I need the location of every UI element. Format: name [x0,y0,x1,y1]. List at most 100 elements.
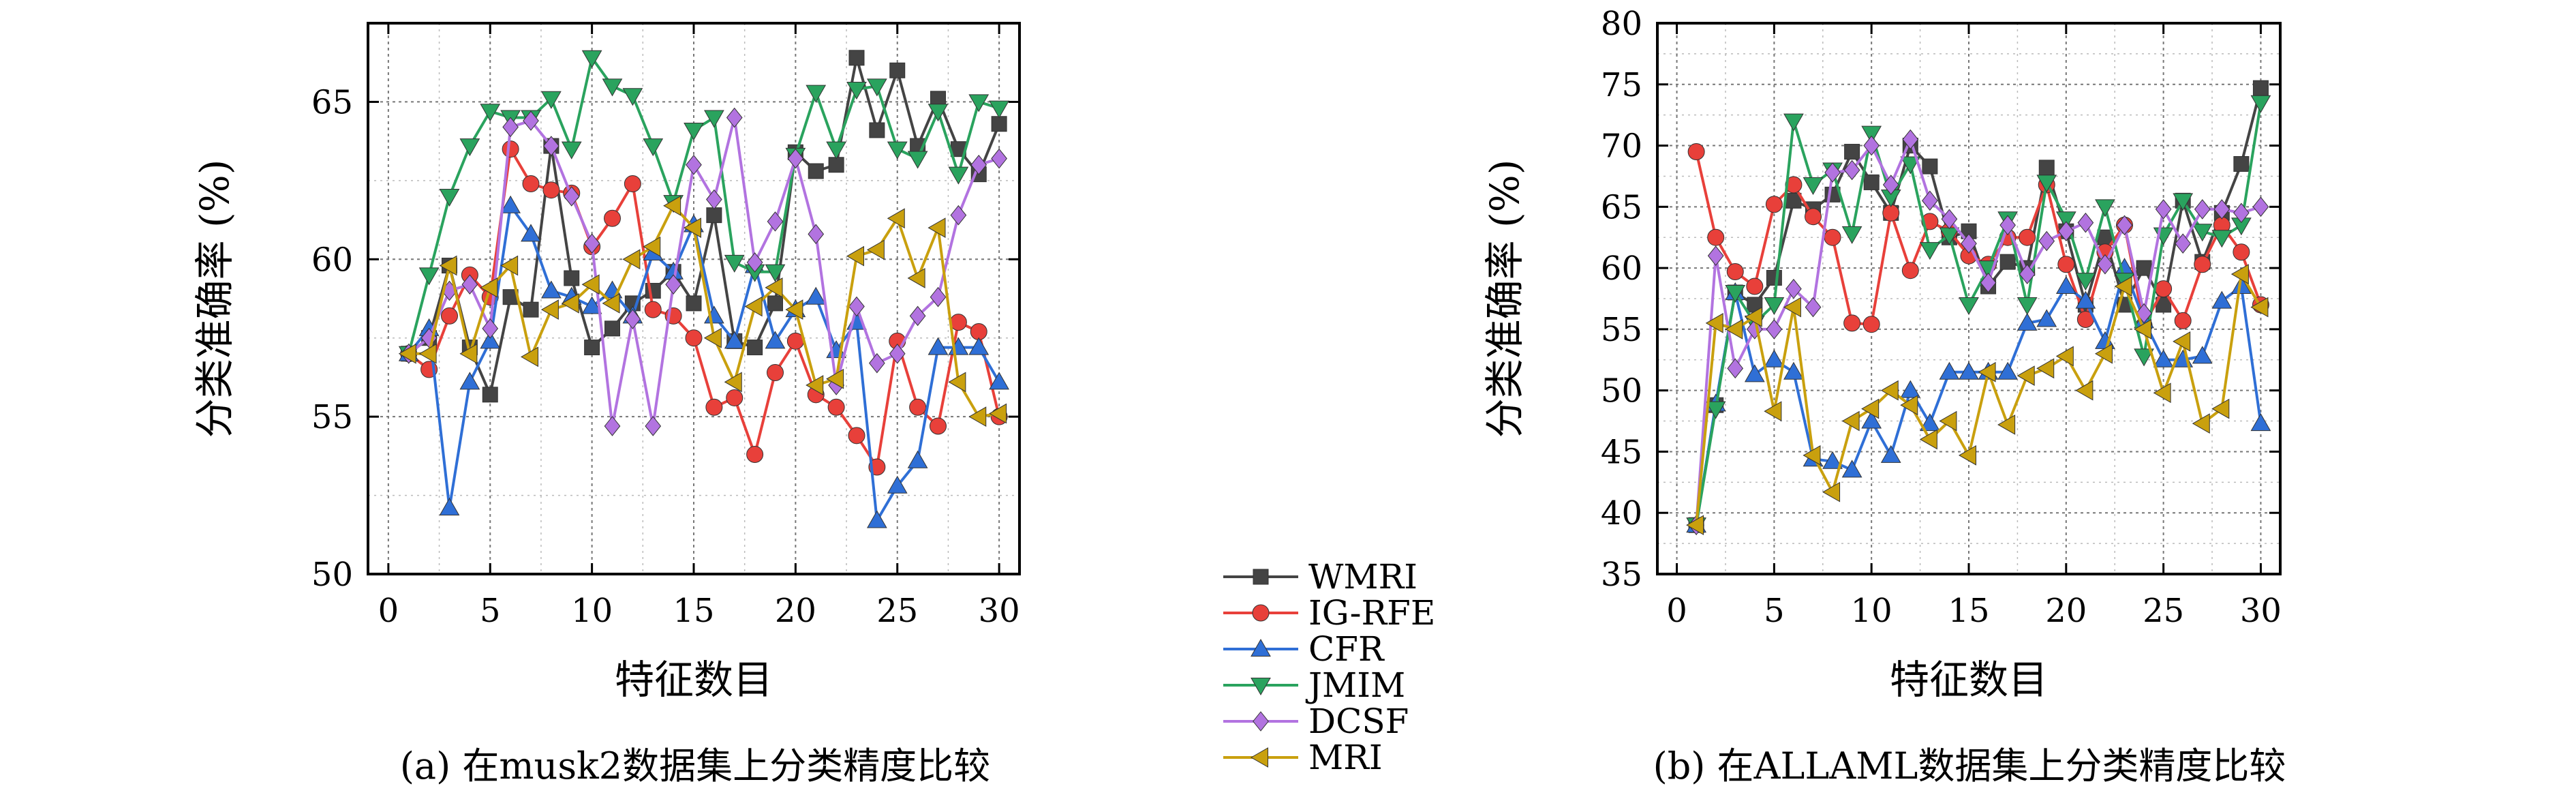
data-point [2055,346,2074,367]
data-point [989,372,1009,390]
data-point [523,110,539,131]
y-tick-label: 75 [1601,66,1642,104]
series-line [408,56,1000,396]
data-point [724,372,742,393]
data-point [439,498,460,516]
data-point [502,117,519,138]
x-tick-label: 25 [876,592,918,630]
data-point [1785,176,1803,194]
legend-label: MRI [1308,738,1383,777]
y-tick-label: 55 [1601,311,1642,349]
data-point [439,255,457,276]
data-point [826,368,844,389]
x-tick-label: 20 [775,592,816,630]
data-point [2019,228,2036,246]
y-axis-title: 分类准确率 (%) [1482,160,1528,438]
x-tick-label: 5 [480,592,501,630]
data-point [502,140,519,158]
data-point [1841,460,1862,478]
data-point [643,236,661,257]
legend-item-dcsf: DCSF [1223,702,1409,741]
y-tick-label: 60 [311,241,353,279]
data-point [867,78,887,97]
legend-item-ig-rfe: IG-RFE [1223,593,1435,633]
data-point [2095,199,2115,217]
data-point [948,372,966,393]
data-point [2250,413,2271,432]
data-point [705,398,723,416]
data-point [2036,309,2057,327]
data-point [459,343,478,364]
data-point [2017,312,2038,331]
data-point [2231,276,2252,295]
data-point [2094,343,2113,364]
series-line [1695,267,2263,526]
data-point [1999,254,2016,270]
data-point [1803,445,1821,466]
data-point [927,217,946,238]
data-point [2233,202,2250,224]
data-point [806,286,827,305]
series-wmri [401,50,1007,403]
series-mri [398,195,1007,427]
x-tick-label: 5 [1764,592,1785,630]
data-point [1922,190,1938,211]
data-point [706,207,722,224]
legend-label: CFR [1308,629,1385,669]
data-point [1707,228,1725,246]
data-point [869,122,885,138]
data-point [787,148,804,169]
data-point [2019,264,2036,284]
data-point [584,340,600,356]
data-point [744,296,763,317]
data-point [767,211,784,232]
data-point [2057,221,2074,242]
data-point [2077,212,2094,233]
y-tick-label: 55 [311,398,353,436]
data-point [726,389,743,406]
data-point [418,267,440,286]
data-point [2153,349,2174,367]
data-point [482,318,499,339]
data-point [767,295,783,312]
data-point [540,299,559,320]
data-point [1843,314,1861,332]
y-axis-title: 分类准确率 (%) [191,160,238,438]
data-point [441,307,458,325]
data-point [563,186,580,207]
legend-label: WMRI [1308,557,1417,597]
data-point [1841,410,1860,432]
x-tick-label: 25 [2143,592,2184,630]
x-axis-title: 特征数目 [1890,657,2048,703]
data-point [500,255,519,276]
x-axis-title: 特征数目 [615,657,773,703]
chart-panel-a: 0 5 10 15 20 25 30 50 55 60 65 特征数目 分类准确率 (%) (a) 在mu… [191,22,1021,787]
data-point [989,100,1009,119]
data-point [2252,196,2269,217]
data-point [1939,361,1960,380]
data-point [1783,113,1804,132]
data-point [1822,481,1841,502]
y-tick-label: 60 [1601,250,1642,288]
data-point [1824,162,1841,183]
x-tick-label: 0 [378,592,399,630]
data-point [521,224,541,242]
data-point [827,398,845,416]
data-point [604,416,621,436]
data-point [1766,319,1783,340]
data-point [746,252,763,273]
data-point [1705,401,1726,419]
data-point [2194,256,2211,273]
data-point [2134,319,2152,340]
x-tick-label: 15 [1948,592,1989,630]
data-point [645,416,662,436]
series-line [408,116,1000,427]
data-point [644,301,662,318]
data-point [686,295,702,312]
data-point [1764,349,1785,367]
data-point [561,141,582,160]
x-tick-label: 10 [571,592,613,630]
data-point [2192,224,2213,242]
data-point [1805,208,1822,226]
